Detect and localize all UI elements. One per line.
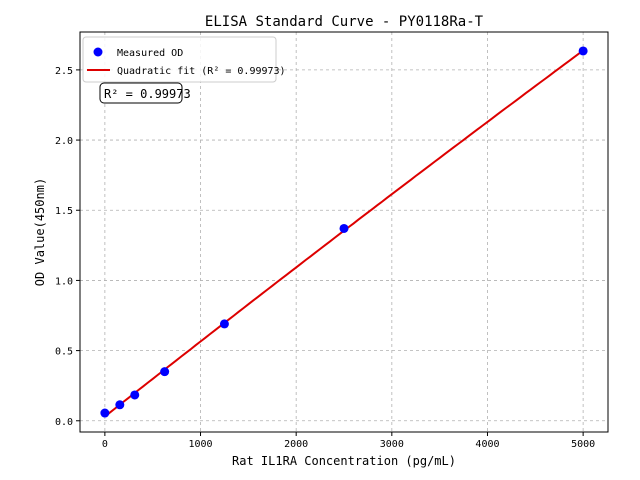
y-tick-label: 1.5 [55,206,73,217]
data-point [130,390,140,400]
plot-frame [79,31,609,433]
x-tick-label: 0 [102,439,108,450]
data-point [578,46,588,56]
x-tick-label: 3000 [380,439,404,450]
r2-annotation: R² = 0.99973 [99,82,191,104]
data-point [160,367,170,377]
legend-label-fit: Quadratic fit (R² = 0.99973) [117,66,286,77]
y-tick-label: 2.0 [55,136,73,147]
y-tick-label: 1.0 [55,276,73,287]
fit-curve [104,49,584,418]
grid [80,32,608,432]
fit-curve-layer [104,49,584,418]
chart-title: ELISA Standard Curve - PY0118Ra-T [205,14,484,30]
x-tick-label: 2000 [284,439,308,450]
data-point [219,319,229,329]
data-point [339,223,349,233]
y-tick-label: 0.5 [55,347,73,358]
y-axis-label: OD Value(450nm) [33,178,47,286]
x-tick-label: 4000 [475,439,499,450]
x-tick-label: 5000 [571,439,595,450]
r2-annotation-text: R² = 0.99973 [104,87,191,101]
legend-label-measured: Measured OD [117,48,183,59]
y-tick-label: 0.0 [55,417,73,428]
x-axis-label: Rat IL1RA Concentration (pg/mL) [232,454,456,468]
y-tick-label: 2.5 [55,66,73,77]
legend: Measured OD Quadratic fit (R² = 0.99973) [82,36,286,83]
points-layer [100,46,588,418]
data-point [115,400,125,410]
ticks-layer: 0 1000 2000 3000 4000 5000 0.0 0.5 1.0 1.5 2.0 2.5 [55,66,595,450]
data-point [100,408,110,418]
x-tick-label: 1000 [188,439,212,450]
legend-marker-measured [93,47,103,57]
